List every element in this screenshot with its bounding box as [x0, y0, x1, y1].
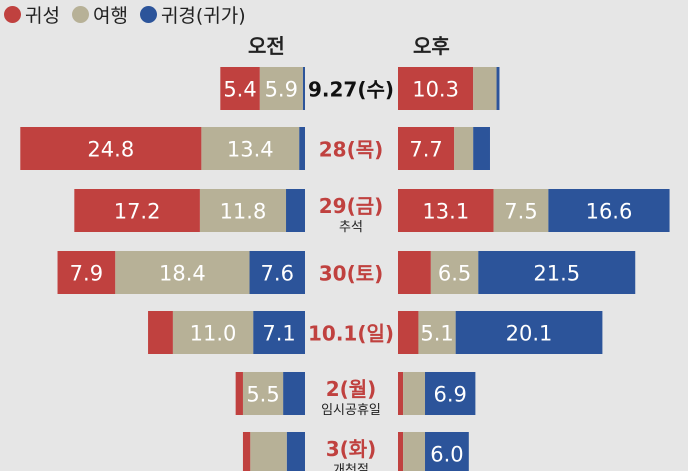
data-label-am-4-귀경: 7.1 — [262, 322, 295, 346]
bar-am-4-여행 — [172, 311, 254, 354]
bar-pm-1-귀성 — [398, 127, 455, 170]
legend-item-homecoming: 귀성 — [4, 1, 60, 28]
bar-am-0-여행 — [259, 67, 303, 110]
data-label-pm-2-귀경: 16.6 — [586, 200, 633, 224]
category-label-0: 9.27(수) — [308, 78, 394, 102]
legend-swatch-return — [139, 6, 157, 23]
category-sublabel-5: 임시공휴일 — [321, 403, 381, 418]
category-label-1: 28(목) — [319, 138, 384, 162]
bar-pm-0-귀성 — [398, 67, 474, 110]
bar-am-4-귀경 — [253, 311, 305, 354]
bar-am-6-귀경 — [286, 432, 305, 471]
header-am: 오전 — [248, 34, 285, 58]
legend-item-return: 귀경(귀가) — [139, 1, 246, 28]
category-label-3: 30(토) — [319, 262, 384, 286]
bar-pm-1-여행 — [454, 127, 474, 170]
data-label-am-0-귀성: 5.4 — [223, 78, 256, 102]
bar-am-1-여행 — [201, 127, 300, 170]
bar-am-4-귀성 — [148, 311, 173, 354]
bar-am-3-여행 — [115, 251, 250, 294]
bar-am-1-귀성 — [20, 127, 202, 170]
bar-pm-6-귀경 — [425, 432, 469, 471]
bar-am-1-귀경 — [299, 127, 305, 170]
data-label-pm-3-귀경: 21.5 — [533, 262, 580, 286]
data-label-am-1-귀성: 24.8 — [87, 138, 134, 162]
data-label-pm-1-귀성: 7.7 — [409, 138, 442, 162]
category-sublabel-2: 추석 — [339, 220, 363, 235]
bar-pm-1-귀경 — [473, 127, 490, 170]
bar-pm-0-여행 — [473, 67, 497, 110]
bar-am-0-귀성 — [220, 67, 260, 110]
bar-am-6-여행 — [250, 432, 287, 471]
legend-item-travel: 여행 — [71, 1, 128, 28]
data-label-pm-2-귀성: 13.1 — [422, 200, 469, 224]
data-label-pm-2-여행: 7.5 — [504, 200, 537, 224]
bar-pm-6-귀성 — [398, 432, 404, 471]
data-label-pm-3-여행: 6.5 — [438, 262, 471, 286]
bar-pm-2-여행 — [493, 189, 549, 232]
bar-am-5-귀경 — [283, 372, 305, 415]
legend-label-homecoming: 귀성 — [25, 5, 60, 27]
data-label-am-0-여행: 5.9 — [265, 78, 298, 102]
bar-pm-3-귀경 — [478, 251, 636, 294]
legend: 귀성 여행 귀경(귀가) — [4, 1, 252, 28]
data-label-am-3-귀성: 7.9 — [70, 262, 103, 286]
category-label-6: 3(화) — [326, 437, 377, 461]
bar-am-5-귀성 — [235, 372, 243, 415]
bar-am-5-여행 — [242, 372, 284, 415]
data-label-pm-4-귀경: 20.1 — [506, 322, 553, 346]
bar-am-6-귀성 — [242, 432, 251, 471]
bar-pm-5-여행 — [403, 372, 426, 415]
category-label-5: 2(월) — [326, 377, 377, 401]
bar-pm-2-귀경 — [548, 189, 670, 232]
data-label-am-3-여행: 18.4 — [159, 262, 206, 286]
data-label-am-1-여행: 13.4 — [227, 138, 274, 162]
category-label-2: 29(금) — [319, 194, 384, 218]
category-label-4: 10.1(일) — [308, 322, 394, 346]
bar-am-3-귀성 — [57, 251, 116, 294]
data-label-am-2-여행: 11.8 — [220, 200, 267, 224]
data-label-pm-4-여행: 5.1 — [420, 322, 453, 346]
bar-am-2-귀성 — [74, 189, 200, 232]
bar-pm-6-여행 — [403, 432, 426, 471]
header-pm: 오후 — [413, 34, 450, 58]
bar-pm-3-귀성 — [398, 251, 431, 294]
bar-am-3-귀경 — [249, 251, 305, 294]
bar-pm-4-귀성 — [398, 311, 419, 354]
bar-pm-5-귀경 — [425, 372, 476, 415]
data-label-am-5-여행: 5.5 — [246, 383, 279, 407]
bar-am-2-여행 — [199, 189, 287, 232]
legend-swatch-travel — [71, 6, 89, 23]
bar-am-2-귀경 — [286, 189, 305, 232]
bar-am-0-귀경 — [302, 67, 305, 110]
data-label-pm-0-귀성: 10.3 — [412, 78, 459, 102]
data-label-pm-5-귀경: 6.9 — [433, 383, 466, 407]
data-label-am-3-귀경: 7.6 — [261, 262, 294, 286]
bar-pm-3-여행 — [430, 251, 479, 294]
category-sublabel-6: 개천절 — [333, 463, 369, 471]
bar-pm-5-귀성 — [398, 372, 404, 415]
bar-pm-4-여행 — [418, 311, 456, 354]
data-label-pm-6-귀경: 6.0 — [430, 443, 463, 467]
data-label-am-4-여행: 11.0 — [190, 322, 237, 346]
legend-label-return: 귀경(귀가) — [160, 5, 246, 27]
bar-pm-4-귀경 — [455, 311, 603, 354]
legend-swatch-homecoming — [4, 6, 21, 23]
data-label-am-2-귀성: 17.2 — [114, 200, 161, 224]
bar-pm-2-귀성 — [398, 189, 494, 232]
legend-label-travel: 여행 — [92, 5, 128, 27]
bar-pm-0-귀경 — [496, 67, 500, 110]
